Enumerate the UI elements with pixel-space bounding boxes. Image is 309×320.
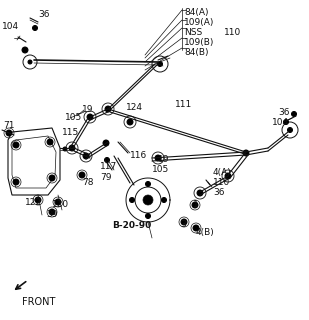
Circle shape [287, 127, 293, 132]
Text: 116: 116 [130, 151, 147, 160]
Text: 84(B): 84(B) [184, 48, 209, 57]
Text: 117: 117 [100, 162, 117, 171]
Text: NSS: NSS [184, 28, 202, 37]
Text: 84(A): 84(A) [184, 8, 209, 17]
Text: 36: 36 [278, 108, 290, 117]
Text: 120: 120 [52, 200, 69, 209]
Circle shape [291, 111, 297, 116]
Text: 109(B): 109(B) [184, 38, 214, 47]
Circle shape [143, 195, 153, 205]
Circle shape [192, 202, 198, 208]
Text: 104: 104 [272, 118, 289, 127]
Text: 105: 105 [65, 113, 82, 122]
Text: FRONT: FRONT [22, 297, 55, 307]
Text: 1: 1 [193, 200, 199, 209]
Text: 36: 36 [213, 188, 225, 197]
Circle shape [129, 197, 134, 203]
Text: 4(B): 4(B) [196, 228, 215, 237]
Circle shape [155, 155, 161, 161]
Text: 104: 104 [2, 22, 19, 31]
Circle shape [79, 172, 85, 178]
Text: 71: 71 [3, 121, 15, 130]
Circle shape [146, 181, 150, 187]
Circle shape [13, 142, 19, 148]
Text: 19: 19 [82, 105, 94, 114]
Text: 122: 122 [25, 198, 42, 207]
Text: 110: 110 [224, 28, 241, 37]
Circle shape [105, 106, 111, 112]
Text: 109(A): 109(A) [184, 18, 214, 27]
Text: 105: 105 [152, 165, 169, 174]
Circle shape [55, 199, 61, 205]
Circle shape [22, 47, 28, 53]
Circle shape [49, 175, 55, 181]
Text: 115: 115 [62, 128, 79, 137]
Circle shape [49, 209, 55, 215]
Circle shape [63, 147, 67, 151]
Text: 19: 19 [158, 155, 170, 164]
Text: 4(A): 4(A) [213, 168, 232, 177]
Circle shape [283, 119, 289, 124]
Circle shape [35, 197, 41, 203]
Circle shape [146, 213, 150, 219]
Circle shape [32, 26, 37, 30]
Circle shape [104, 157, 109, 163]
Text: 39: 39 [46, 210, 57, 219]
Circle shape [158, 61, 163, 67]
Circle shape [197, 190, 203, 196]
Circle shape [13, 179, 19, 185]
Circle shape [83, 153, 89, 159]
Circle shape [87, 114, 93, 120]
Circle shape [127, 119, 133, 125]
Circle shape [243, 150, 249, 156]
Circle shape [69, 145, 75, 151]
Text: 124: 124 [126, 103, 143, 112]
Circle shape [47, 139, 53, 145]
Circle shape [6, 130, 12, 136]
Circle shape [193, 225, 199, 231]
Text: B-20-90: B-20-90 [112, 221, 151, 230]
Text: 111: 111 [175, 100, 192, 109]
Text: 3: 3 [180, 220, 186, 229]
Circle shape [28, 60, 32, 64]
Text: 78: 78 [82, 178, 94, 187]
Text: 110: 110 [213, 178, 230, 187]
Circle shape [103, 140, 109, 146]
Circle shape [225, 173, 231, 179]
Text: 79: 79 [100, 173, 112, 182]
Circle shape [135, 187, 161, 213]
Circle shape [162, 197, 167, 203]
Circle shape [181, 219, 187, 225]
Text: 36: 36 [38, 10, 49, 19]
